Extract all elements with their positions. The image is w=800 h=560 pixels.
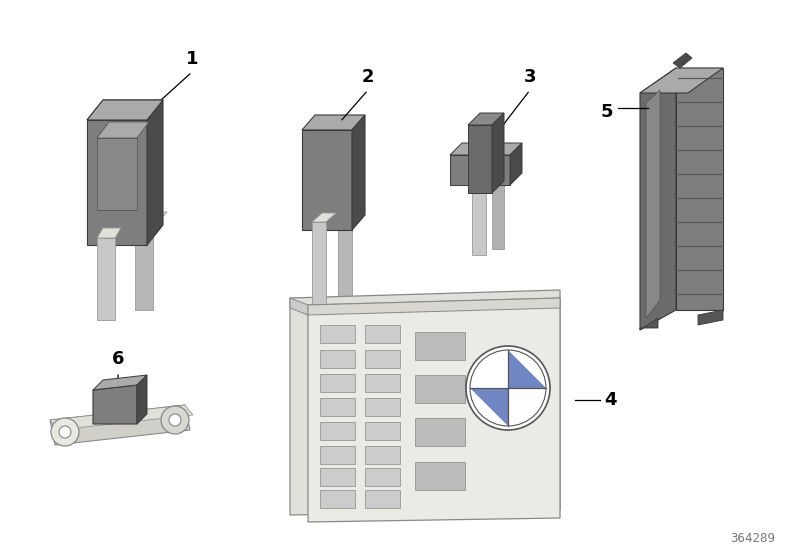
Polygon shape [640,68,723,93]
Bar [320,422,355,440]
Bar [365,374,400,392]
Bar [365,490,400,508]
Polygon shape [93,375,147,390]
Text: 5: 5 [601,103,613,121]
Bar [365,468,400,486]
Polygon shape [508,350,546,388]
Bar [320,350,355,368]
Polygon shape [97,238,115,320]
Polygon shape [338,215,352,298]
Polygon shape [137,375,147,424]
Circle shape [466,346,550,430]
Bar [320,398,355,416]
Polygon shape [468,125,492,193]
Bar [365,350,400,368]
Bar [415,332,465,360]
Bar [365,325,400,343]
Polygon shape [135,228,153,310]
Polygon shape [450,155,510,185]
Text: 3: 3 [524,68,536,86]
Bar [320,374,355,392]
Polygon shape [470,388,508,426]
Circle shape [51,418,79,446]
Bar [320,490,355,508]
Circle shape [161,406,189,434]
Polygon shape [87,100,163,120]
Polygon shape [93,385,137,424]
Polygon shape [50,405,193,430]
Bar [320,325,355,343]
Bar [415,375,465,403]
Bar [365,422,400,440]
Polygon shape [472,183,486,255]
Polygon shape [87,120,147,245]
Circle shape [169,414,181,426]
Polygon shape [97,138,137,210]
Polygon shape [646,90,660,318]
Polygon shape [676,68,723,310]
Polygon shape [312,222,326,305]
Polygon shape [468,113,504,125]
Text: 1: 1 [186,50,198,68]
Polygon shape [135,212,167,228]
Polygon shape [352,115,365,230]
Polygon shape [97,122,149,138]
Polygon shape [302,130,352,230]
Polygon shape [673,53,692,68]
Polygon shape [698,310,723,325]
Polygon shape [472,175,494,183]
Circle shape [59,426,71,438]
Polygon shape [492,177,504,249]
Text: 6: 6 [112,350,124,368]
Bar [320,446,355,464]
Polygon shape [312,213,336,222]
Polygon shape [640,318,658,330]
Polygon shape [450,143,522,155]
Polygon shape [87,100,163,120]
Polygon shape [50,405,190,445]
Polygon shape [640,68,676,330]
Polygon shape [302,115,365,130]
Polygon shape [338,206,362,215]
Polygon shape [97,228,121,238]
Text: 364289: 364289 [730,532,775,545]
Polygon shape [290,290,560,515]
Text: 4: 4 [604,391,617,409]
Bar [415,418,465,446]
Polygon shape [308,298,560,315]
Polygon shape [290,298,308,315]
Polygon shape [492,113,504,193]
Text: 2: 2 [362,68,374,86]
Bar [365,446,400,464]
Polygon shape [308,298,560,522]
Polygon shape [147,100,163,245]
Bar [320,468,355,486]
Bar [365,398,400,416]
Polygon shape [510,143,522,185]
Bar [415,462,465,490]
